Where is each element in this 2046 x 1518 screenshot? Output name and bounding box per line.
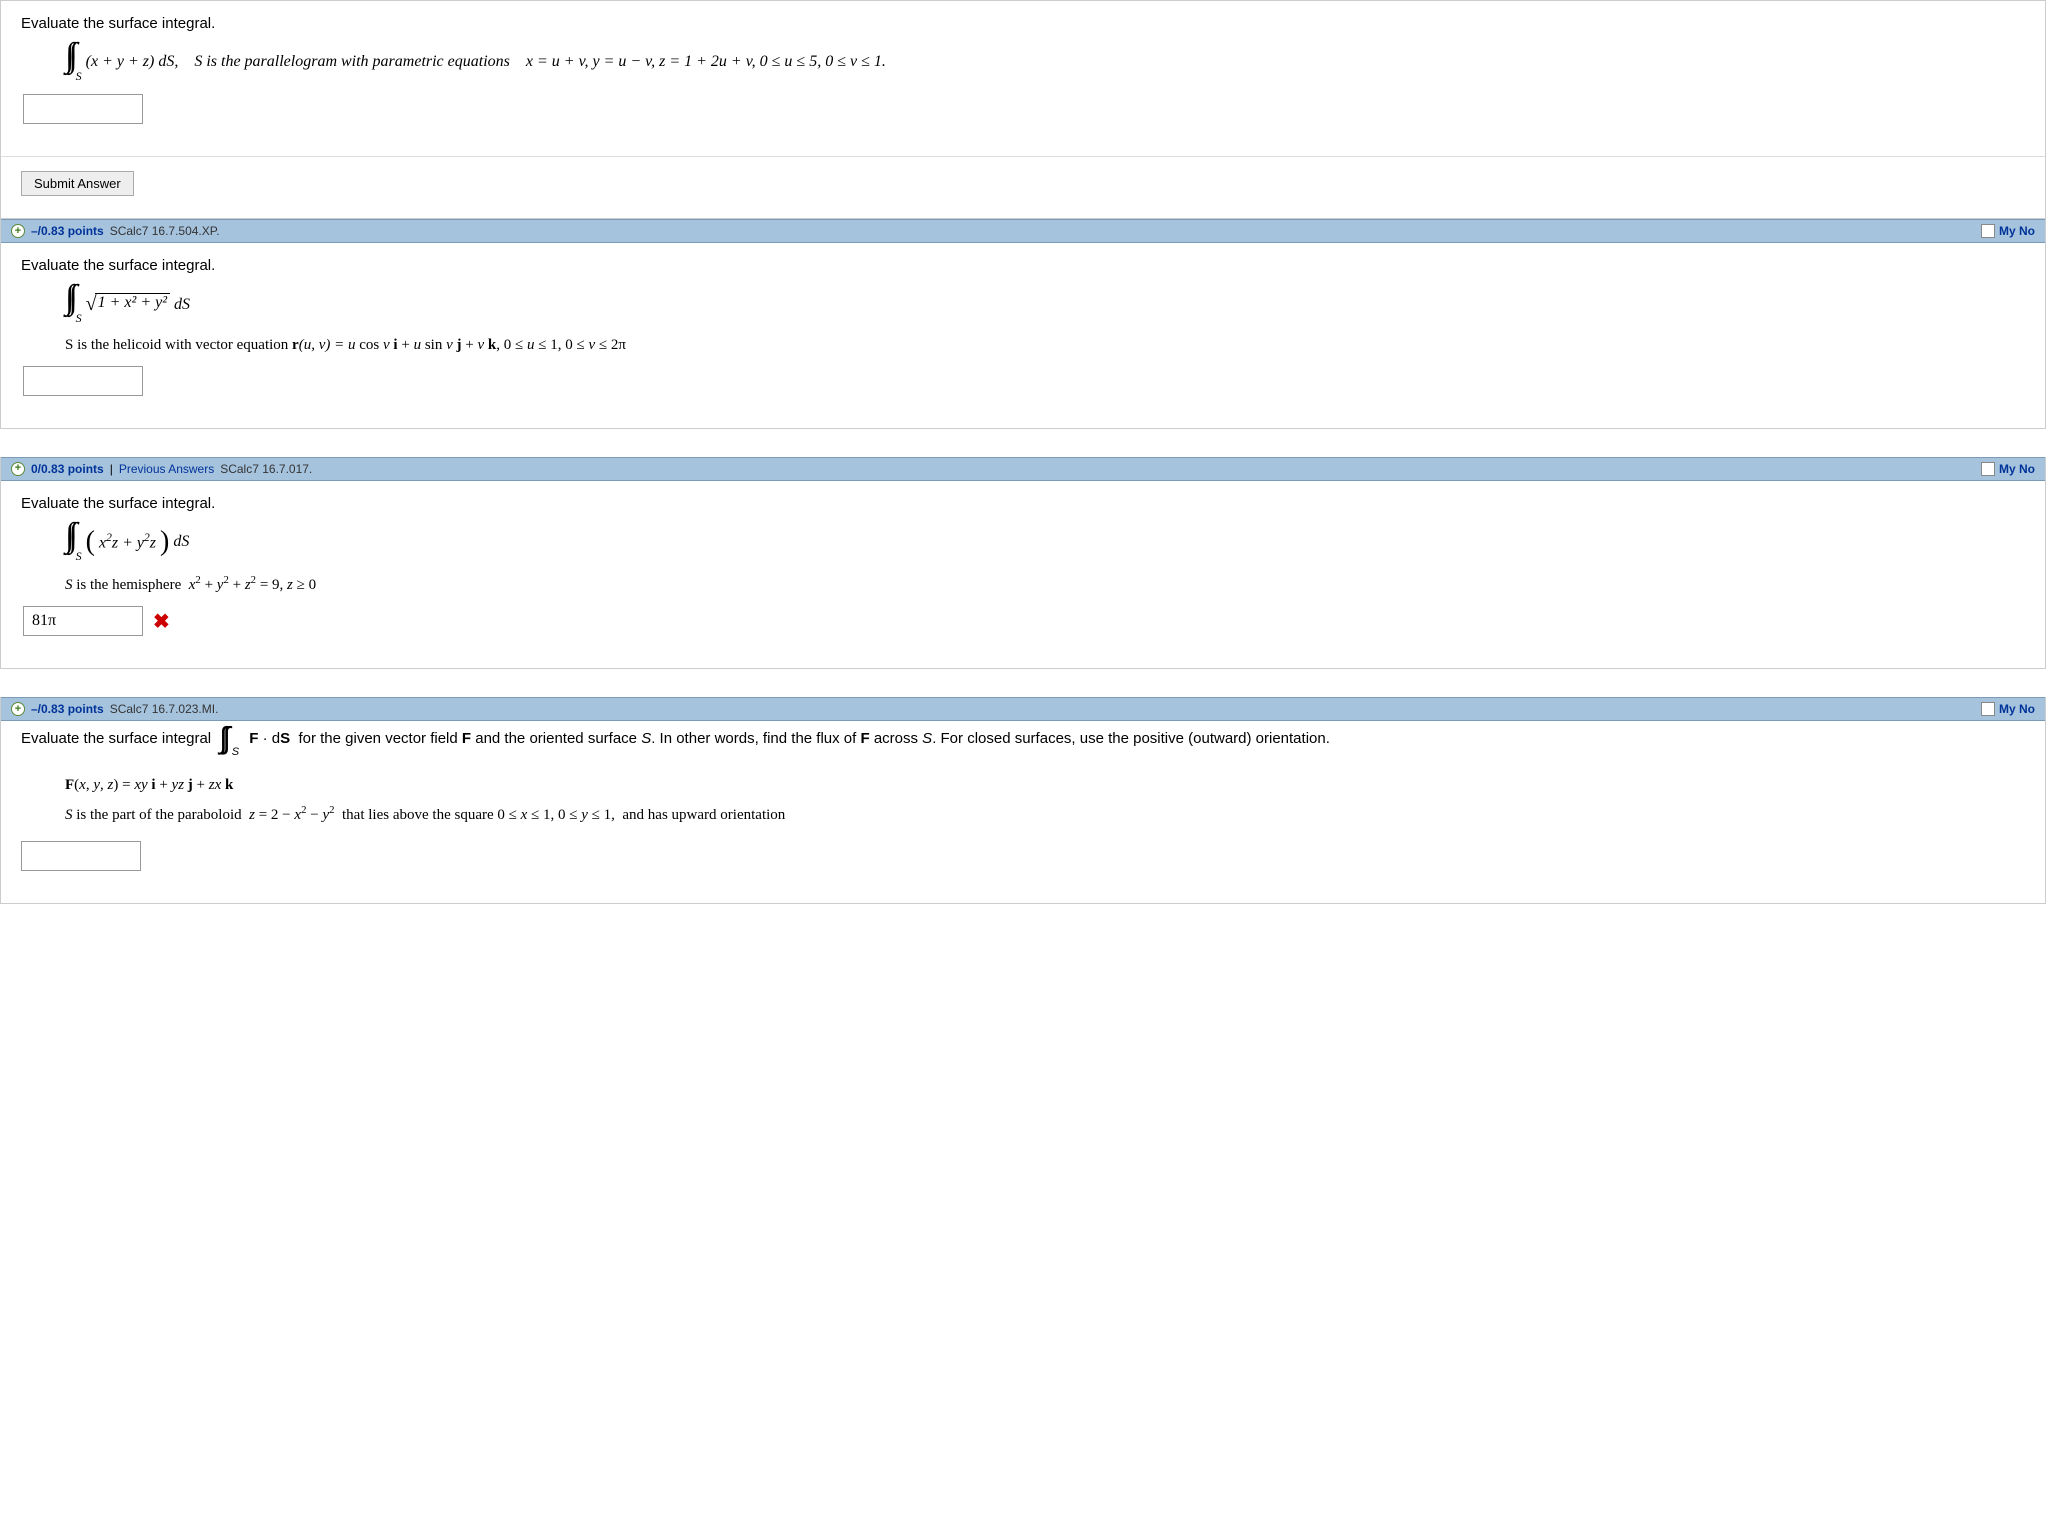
integral-sub-s: S: [232, 746, 239, 758]
q2-points: –/0.83 points: [31, 224, 104, 238]
submit-answer-button[interactable]: Submit Answer: [21, 171, 134, 196]
question-2: + –/0.83 points SCalc7 16.7.504.XP. My N…: [0, 219, 2046, 428]
q3-integral: ∫∫S ( x2z + y2z ) dS: [65, 524, 2025, 560]
q3-answer-input[interactable]: 81π: [23, 606, 143, 636]
q4-prompt-b: for the given vector field F and the ori…: [298, 730, 1329, 747]
q3-sep: |: [110, 462, 113, 476]
q3-mynotes[interactable]: My No: [1999, 462, 2035, 476]
q3-body: Evaluate the surface integral. ∫∫S ( x2z…: [1, 481, 2045, 668]
q2-sqrt-inner: 1 + x² + y²: [95, 293, 170, 312]
q3-prompt: Evaluate the surface integral.: [21, 495, 2025, 512]
q2-eqn-r: r: [292, 337, 299, 353]
question-1-body: Evaluate the surface integral. ∫∫S (x + …: [1, 1, 2045, 156]
notes-icon[interactable]: [1981, 224, 1995, 238]
q3-source: SCalc7 16.7.017.: [220, 462, 312, 476]
q3-integrand: x2z + y2z: [99, 532, 156, 552]
q1-prompt: Evaluate the surface integral.: [21, 15, 2025, 32]
q4-points: –/0.83 points: [31, 702, 104, 716]
expand-icon[interactable]: +: [11, 702, 25, 716]
q1-desc: S is the parallelogram with parametric e…: [194, 53, 510, 71]
q1-answer-input[interactable]: [23, 94, 143, 124]
wrong-icon: ✖: [153, 609, 170, 634]
q3-prev-answers[interactable]: Previous Answers: [119, 462, 214, 476]
q4-prompt-line: Evaluate the surface integral ∫∫S F · dS…: [21, 725, 2025, 763]
q4-prompt-a: Evaluate the surface integral: [21, 730, 211, 747]
notes-icon[interactable]: [1981, 702, 1995, 716]
q4-sdesc: S is the part of the paraboloid z = 2 − …: [65, 800, 2025, 830]
q3-header: + 0/0.83 points | Previous Answers SCalc…: [1, 457, 2045, 481]
question-1: Evaluate the surface integral. ∫∫S (x + …: [0, 0, 2046, 219]
q2-desc-text: S is the helicoid with vector equation: [65, 337, 292, 353]
q2-source: SCalc7 16.7.504.XP.: [110, 224, 220, 238]
q4-mynotes[interactable]: My No: [1999, 702, 2035, 716]
q4-answer-input[interactable]: [21, 841, 141, 871]
double-integral-icon: ∫∫: [215, 722, 229, 755]
q2-ds: dS: [174, 296, 190, 314]
question-3: + 0/0.83 points | Previous Answers SCalc…: [0, 457, 2046, 669]
notes-icon[interactable]: [1981, 462, 1995, 476]
q4-source: SCalc7 16.7.023.MI.: [110, 702, 219, 716]
q2-integral: ∫∫S 1 + x² + y² dS: [65, 286, 2025, 322]
open-paren-icon: (: [86, 532, 95, 552]
double-integral-icon: ∫∫S: [65, 524, 82, 560]
q1-submit-row: Submit Answer: [1, 156, 2045, 218]
q2-mynotes[interactable]: My No: [1999, 224, 2035, 238]
q3-points: 0/0.83 points: [31, 462, 104, 476]
q3-desc: S is the hemisphere x2 + y2 + z2 = 9, z …: [65, 574, 2025, 594]
double-integral-icon: ∫∫S: [65, 44, 82, 80]
q3-ds: dS: [173, 533, 189, 551]
q1-params: x = u + v, y = u − v, z = 1 + 2u + v, 0 …: [526, 53, 886, 71]
q4-body: Evaluate the surface integral ∫∫S F · dS…: [1, 721, 2045, 903]
expand-icon[interactable]: +: [11, 224, 25, 238]
expand-icon[interactable]: +: [11, 462, 25, 476]
double-integral-icon: ∫∫S: [65, 286, 82, 322]
sqrt-icon: 1 + x² + y²: [86, 293, 170, 316]
q2-description: S is the helicoid with vector equation r…: [65, 337, 2025, 354]
close-paren-icon: ): [160, 532, 169, 552]
q1-integral: ∫∫S (x + y + z) dS, S is the parallelogr…: [65, 44, 2025, 80]
q1-integrand: (x + y + z) dS,: [86, 53, 179, 71]
q2-body: Evaluate the surface integral. ∫∫S 1 + x…: [1, 243, 2045, 427]
q4-fdef: F(x, y, z) = xy i + yz j + zx k: [65, 771, 2025, 800]
q2-answer-input[interactable]: [23, 366, 143, 396]
question-4: + –/0.83 points SCalc7 16.7.023.MI. My N…: [0, 697, 2046, 904]
q4-header: + –/0.83 points SCalc7 16.7.023.MI. My N…: [1, 697, 2045, 721]
q2-prompt: Evaluate the surface integral.: [21, 257, 2025, 274]
q2-header: + –/0.83 points SCalc7 16.7.504.XP. My N…: [1, 219, 2045, 243]
